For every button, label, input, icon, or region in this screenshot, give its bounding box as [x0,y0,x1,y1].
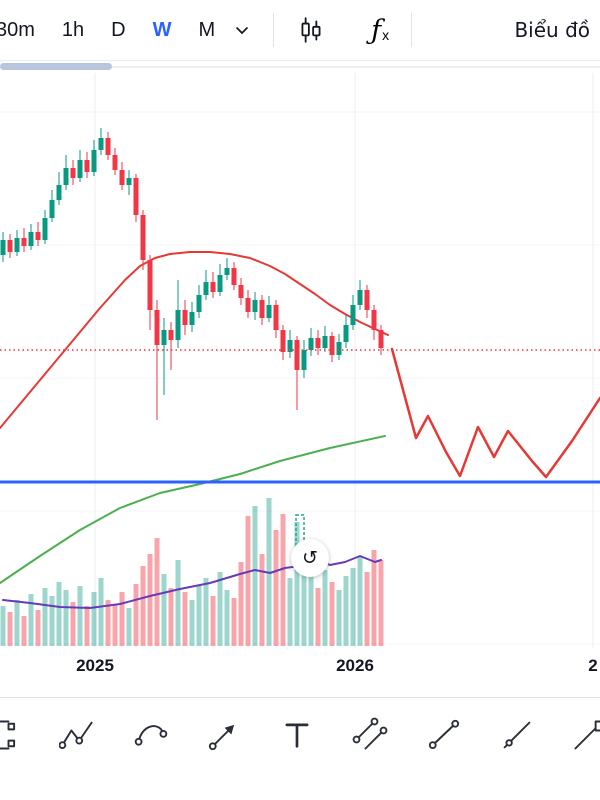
tool-ray[interactable] [495,713,539,757]
tool-parallel-channel[interactable] [348,713,392,757]
drawing-toolbar [0,698,600,772]
text-icon [285,723,309,748]
x-axis-label: 2026 [336,656,374,675]
reset-chart-button[interactable]: ↺ [291,539,329,577]
scroll-track [0,66,600,68]
bottom-spacer [0,772,600,800]
trend-line-icon [428,719,459,750]
chevron-down-icon [236,27,249,35]
brush-icon [0,720,16,750]
tool-arrow[interactable] [202,713,246,757]
chart-canvas[interactable] [0,73,600,648]
ray-icon [503,721,531,749]
refresh-icon: ↺ [302,547,318,569]
x-axis: 2025 2026 2 [0,648,600,697]
scroll-thumb[interactable] [0,63,112,70]
extended-line-icon [574,720,600,750]
chart-type-button[interactable] [294,15,328,45]
toolbar-divider [411,13,413,47]
arrow-icon [208,724,234,751]
candlestick-chart-icon [301,17,321,43]
interval-1h[interactable]: 1h [61,18,85,41]
interval-30m[interactable]: 30m [0,19,35,42]
chart-area[interactable]: ↺ [0,73,600,648]
fx-icon-sub: x [382,26,390,43]
scroll-strip [0,61,600,73]
x-axis-label: 2025 [76,656,114,675]
tool-polyline[interactable] [55,713,99,757]
toolbar-gap [348,13,349,47]
tool-extended-line[interactable] [568,713,600,757]
x-axis-label: 2 [588,656,598,675]
polyline-icon [59,721,93,750]
interval-menu-button[interactable] [231,21,253,39]
interval-group: 30m 1h D W M [0,19,215,42]
parallel-channel-icon [352,717,388,750]
tool-curve[interactable] [129,713,173,757]
top-toolbar: 30m 1h D W M ƒ x Biểu đồ [0,0,600,61]
tool-brush[interactable] [0,713,26,757]
toolbar-divider [273,13,275,47]
tool-text[interactable] [275,713,319,757]
curve-icon [134,725,167,746]
interval-m[interactable]: M [198,18,216,41]
interval-d[interactable]: D [111,18,126,41]
horizontal-divider [0,697,600,698]
interval-w[interactable]: W [152,18,172,41]
chart-menu-button[interactable]: Biểu đồ [514,18,590,42]
tool-trend-line[interactable] [422,713,466,757]
indicators-button[interactable]: ƒ x [369,17,391,44]
fx-icon: ƒ [371,14,382,46]
